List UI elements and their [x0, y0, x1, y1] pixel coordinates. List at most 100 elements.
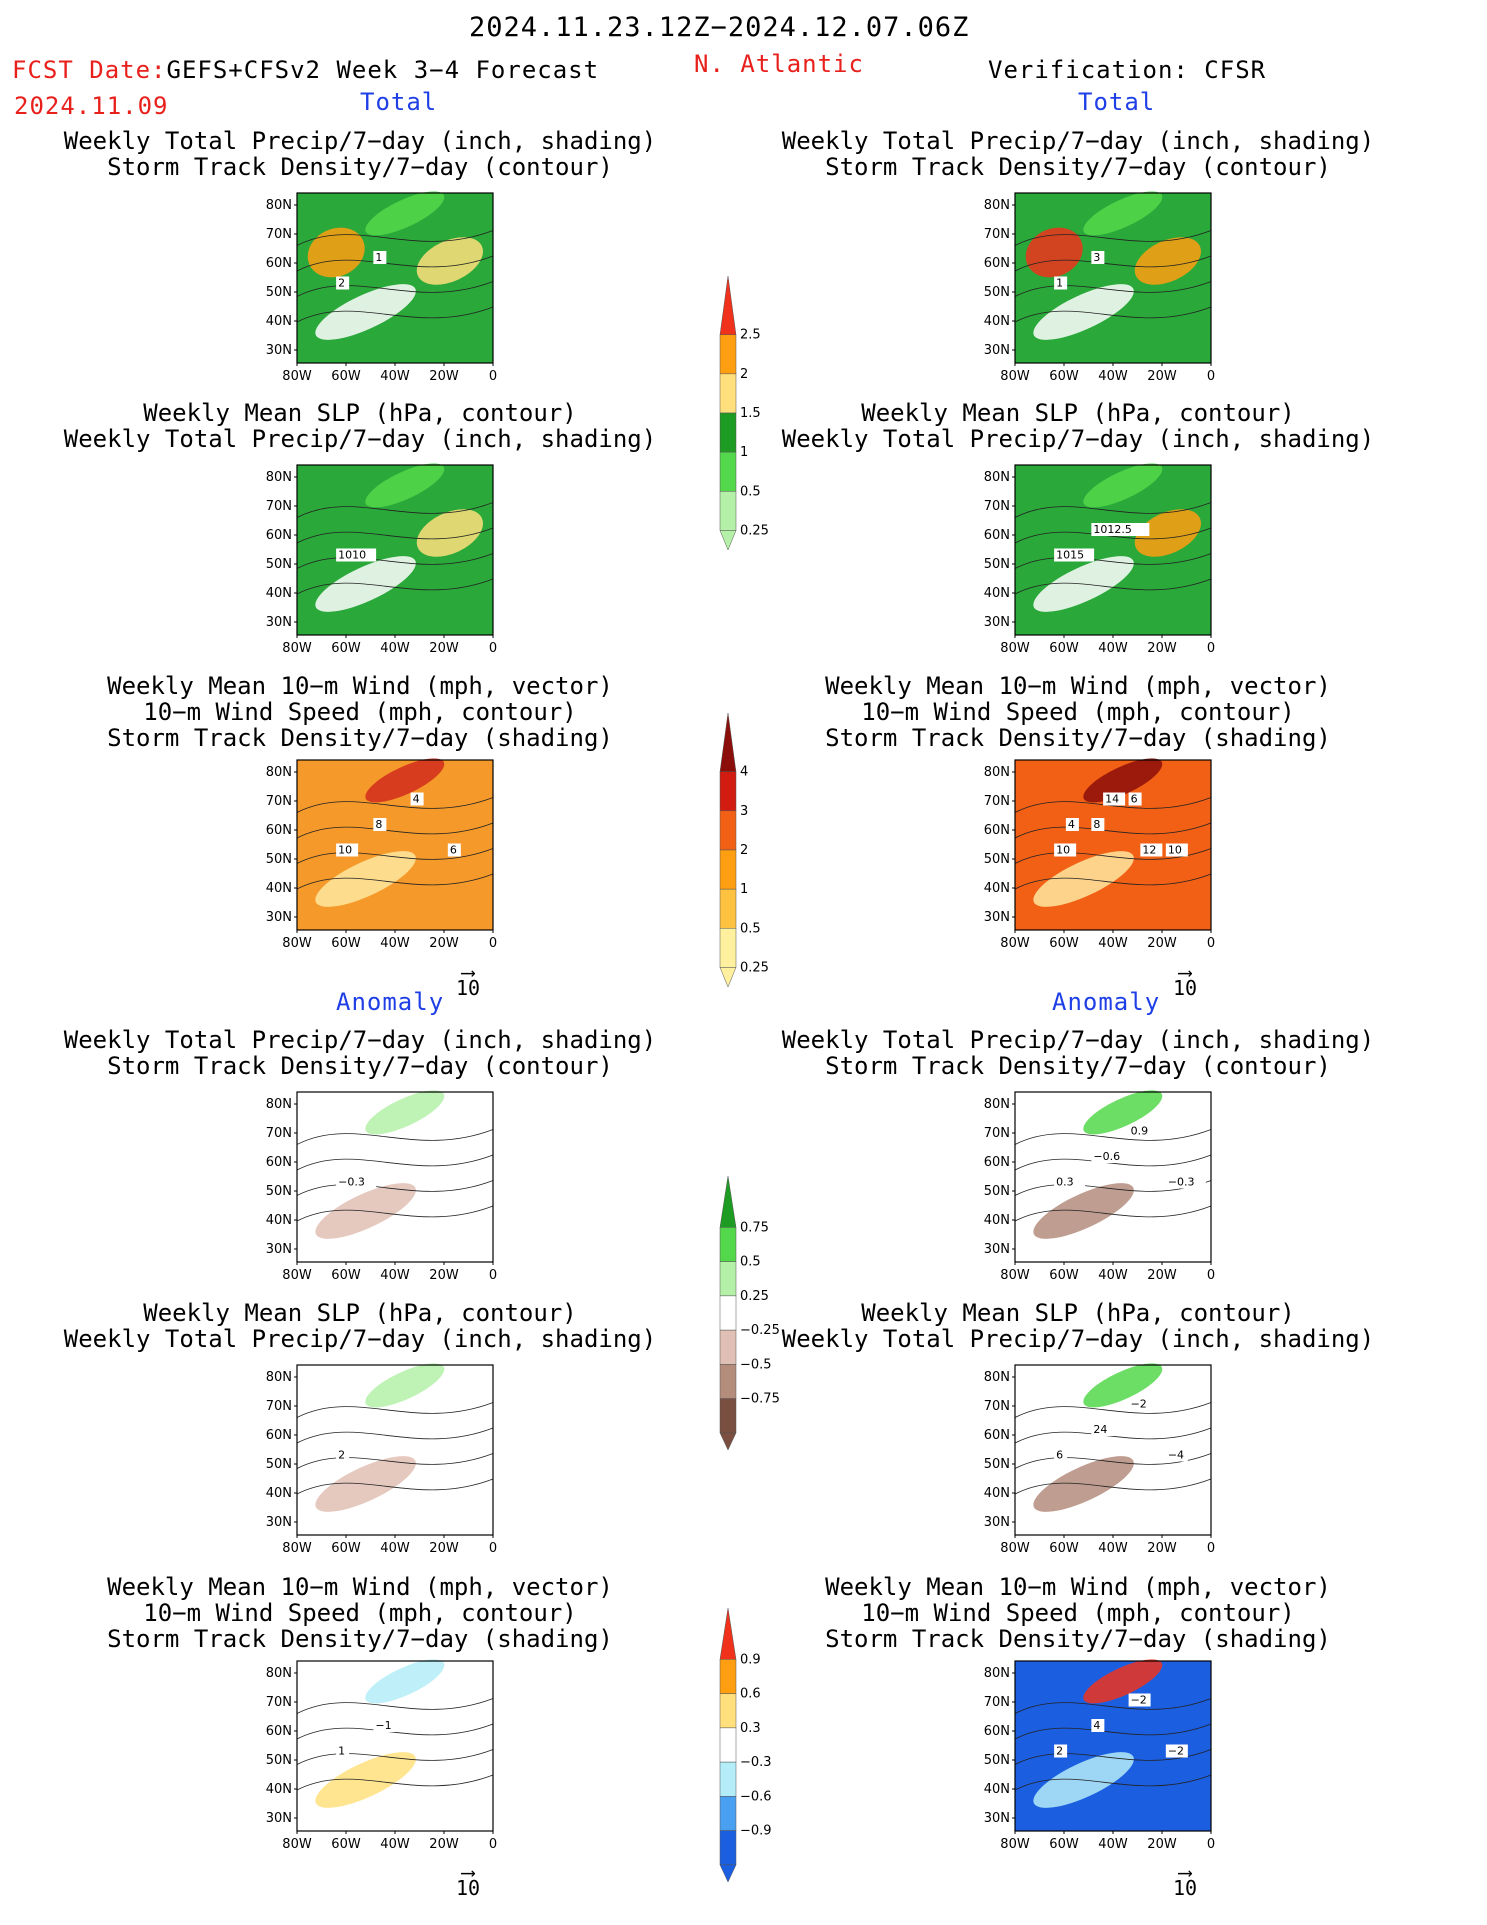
- lon-tick-label: 40W: [1098, 369, 1128, 384]
- contour-line: [296, 553, 494, 569]
- contour-label: −2: [1168, 1745, 1184, 1758]
- colorbar-label: 0.3: [740, 1721, 761, 1736]
- contour-label-box: [1128, 792, 1142, 806]
- lon-tick-label: 60W: [331, 369, 361, 384]
- contour-label-box: [447, 843, 461, 857]
- lon-tick-label: 0: [489, 641, 497, 656]
- contour-line: [296, 230, 494, 246]
- contour-line: [1014, 255, 1212, 272]
- lat-tick-label: 50N: [266, 557, 292, 572]
- contour-label: 10: [338, 844, 352, 857]
- contour-label-box: [1165, 1175, 1206, 1189]
- contour-line: [296, 1453, 494, 1469]
- map-panel: 6 24 −2 −4 80N 70N 60N 50N 40N 30N 80W 60W 40W 20W 0: [984, 1363, 1215, 1556]
- contour-label: 2: [338, 277, 345, 290]
- contour-label: 6: [450, 844, 457, 857]
- lon-tick-label: 40W: [1098, 1541, 1128, 1556]
- contour-line: [1014, 306, 1212, 323]
- colorbar-label: 0.5: [740, 1255, 761, 1270]
- title-line: Weekly Total Precip/7−day (inch, shading…: [781, 1026, 1375, 1054]
- title-line: Weekly Total Precip/7−day (inch, shading…: [781, 127, 1375, 155]
- colorbar-label: 2: [740, 843, 748, 858]
- colorbar-segment: [719, 491, 737, 531]
- lat-tick-label: 70N: [266, 1695, 292, 1710]
- contour-line: [1014, 873, 1212, 890]
- colorbar-cap: [719, 967, 737, 988]
- map-panel: 2 4 −2 −2 80N 70N 60N 50N 40N 30N 80W 60W 40W 20W 0: [984, 1659, 1215, 1852]
- lat-tick-label: 50N: [984, 285, 1010, 300]
- lon-tick-label: 80W: [1000, 1541, 1030, 1556]
- title-line: 10−m Wind Speed (mph, contour): [143, 698, 577, 726]
- map-area: 0.3 −0.6 0.9 −0.3: [1014, 1090, 1212, 1263]
- panel-title-7: Weekly Total Precip/7−day (inch, shading…: [778, 128, 1378, 180]
- contour-line: [1014, 1723, 1212, 1740]
- contour-line: [296, 1129, 494, 1145]
- arrow-icon: ⟶: [461, 1860, 475, 1884]
- lat-tick-label: 40N: [984, 1782, 1010, 1797]
- lat-tick-label: 80N: [266, 1666, 292, 1681]
- lon-tick-label: 20W: [1147, 1541, 1177, 1556]
- panel-title-9: Weekly Mean 10−m Wind (mph, vector) 10−m …: [778, 673, 1378, 751]
- map-area: 10 8 4 6: [296, 758, 494, 931]
- shading-region: [1083, 758, 1163, 803]
- lon-tick-label: 40W: [380, 641, 410, 656]
- colorbar-segment: [719, 1261, 737, 1297]
- contour-line: [1014, 1698, 1212, 1714]
- contour-label-box: [1091, 1150, 1132, 1163]
- contour-label-box: [336, 1448, 350, 1462]
- contour-line: [296, 1154, 494, 1171]
- shading-region: [365, 758, 445, 803]
- contour-line: [1014, 281, 1212, 297]
- shading-region: [365, 1090, 445, 1135]
- contour-label-box: [1091, 818, 1105, 831]
- contour-line: [296, 822, 494, 839]
- contour-label: 10: [1056, 844, 1070, 857]
- fcst-date-value: 2024.11.09: [14, 92, 169, 120]
- colorbar-segment: [719, 1329, 737, 1365]
- colorbar-segment: [719, 1364, 737, 1399]
- title-line: Storm Track Density/7−day (contour): [107, 153, 613, 181]
- contour-line: [296, 281, 494, 297]
- lon-tick-label: 40W: [1098, 641, 1128, 656]
- lat-tick-label: 30N: [984, 910, 1010, 925]
- lat-tick-label: 40N: [984, 314, 1010, 329]
- shading-region: [1025, 227, 1083, 278]
- colorbar-label: −0.25: [740, 1323, 780, 1338]
- lat-tick-label: 60N: [266, 528, 292, 543]
- contour-line: [296, 578, 494, 595]
- contour-label-box: [1165, 843, 1188, 857]
- contour-label: 1: [375, 251, 382, 264]
- lat-tick-label: 60N: [266, 256, 292, 271]
- contour-label-box: [1065, 818, 1079, 831]
- colorbar-segment: [719, 810, 737, 851]
- colorbar-cap: [719, 1607, 737, 1660]
- title-line: Weekly Mean SLP (hPa, contour): [143, 399, 577, 427]
- region-label: N. Atlantic: [694, 50, 864, 78]
- colorbar-cap: [719, 1175, 737, 1228]
- vector-ref-value: 10: [1172, 976, 1198, 1000]
- lat-tick-label: 30N: [984, 343, 1010, 358]
- lon-tick-label: 0: [489, 1837, 497, 1852]
- lon-tick-label: 0: [489, 936, 497, 951]
- lat-tick-label: 50N: [984, 557, 1010, 572]
- lat-tick-label: 80N: [266, 198, 292, 213]
- colorbar-label: 2.5: [740, 328, 761, 343]
- colorbar-segment: [719, 334, 737, 375]
- lon-tick-label: 80W: [282, 1837, 312, 1852]
- shading-region: [1083, 1659, 1163, 1704]
- colorbar-storm-total: 4 3 2 1 0.5 0.25: [719, 712, 769, 988]
- map-panel: 1015 1012.5 80N 70N 60N 50N 40N 30N 80W 60W 40W 20W…: [984, 463, 1215, 656]
- lat-tick-label: 30N: [266, 615, 292, 630]
- lon-tick-label: 60W: [1049, 369, 1079, 384]
- contour-line: [296, 527, 494, 544]
- lon-tick-label: 20W: [429, 1541, 459, 1556]
- fcst-date-label: FCST Date:GEFS+CFSv2 Week 3−4 Forecast: [12, 56, 599, 84]
- colorbar-label: 4: [740, 765, 748, 780]
- lat-tick-label: 80N: [266, 1097, 292, 1112]
- lat-tick-label: 70N: [266, 794, 292, 809]
- lat-tick-label: 70N: [984, 794, 1010, 809]
- contour-line: [296, 1205, 494, 1222]
- contour-label-box: [373, 251, 387, 264]
- lat-tick-label: 30N: [984, 1515, 1010, 1530]
